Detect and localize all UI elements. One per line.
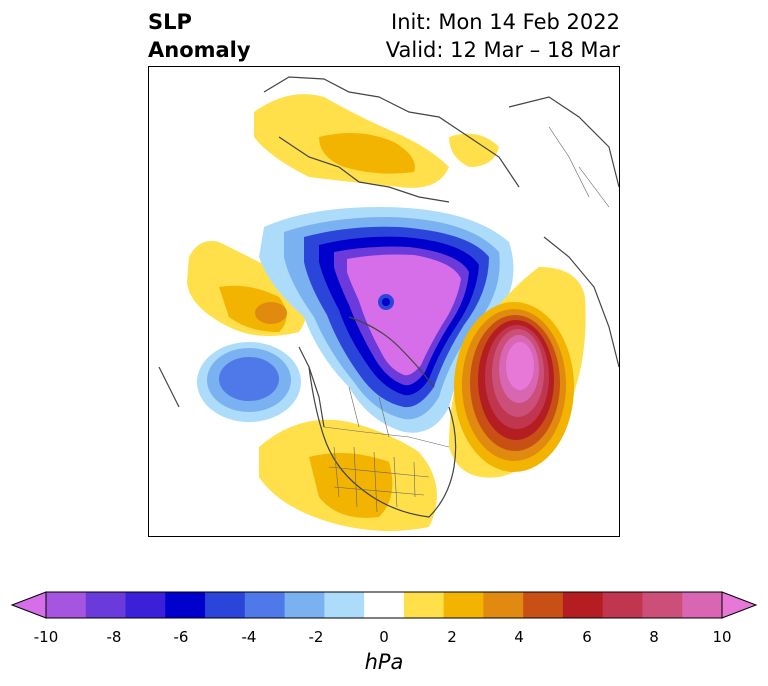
colorbar-bin [125,592,166,618]
colorbar-arrow-left [10,591,47,619]
colorbar-tick: 8 [649,628,659,646]
colorbar-bin [483,592,524,618]
colorbar-bin [682,592,723,618]
borders [323,126,610,513]
colorbar-arrow-right [721,591,758,619]
title-line-1: SLP [148,10,192,34]
colorbar-tick: -8 [106,628,122,646]
colorbar-outline [45,591,723,619]
colorbar-bin [85,592,127,618]
map-title: SLP Anomaly [148,8,251,64]
date-info: Init: Mon 14 Feb 2022 Valid: 12 Mar – 18… [386,8,620,64]
colorbar-tick: 4 [514,628,524,646]
colorbar-bin [403,592,445,618]
colorbar-tick: 2 [447,628,457,646]
positive-anomaly-atlantic [449,267,586,478]
colorbar-bin [165,592,206,618]
colorbar-bin [443,592,484,618]
colorbar-bin [364,592,405,618]
colorbar-bin [523,592,564,618]
map-svg [158,76,619,531]
colorbar-units: hPa [364,650,404,674]
colorbar-bin [46,592,87,618]
colorbar [10,591,758,619]
colorbar-bin [642,592,683,618]
colorbar-tick: -10 [33,628,59,646]
colorbar-bin [562,592,604,618]
init-date: Init: Mon 14 Feb 2022 [391,10,620,34]
colorbar-bin [244,592,286,618]
negative-anomaly-pacific [197,342,301,422]
colorbar-bin [602,592,643,618]
valid-date: Valid: 12 Mar – 18 Mar [385,38,620,62]
colorbar-bin [205,592,246,618]
slp-anomaly-map [148,66,620,537]
colorbar-bin [324,592,365,618]
colorbar-tick: -2 [308,628,324,646]
negative-anomaly-arctic [259,207,514,433]
colorbar-tick: 10 [712,628,732,646]
coastlines [158,76,619,518]
colorbar-tick: 0 [379,628,389,646]
colorbar-tick: 6 [582,628,592,646]
positive-anomaly-usa [259,419,437,531]
colorbar-tick: -6 [173,628,189,646]
colorbar-bin [284,592,325,618]
positive-anomaly-north [254,94,499,188]
colorbar-tick: -4 [241,628,257,646]
title-line-2: Anomaly [148,38,251,62]
positive-anomaly-pacific [187,241,307,336]
